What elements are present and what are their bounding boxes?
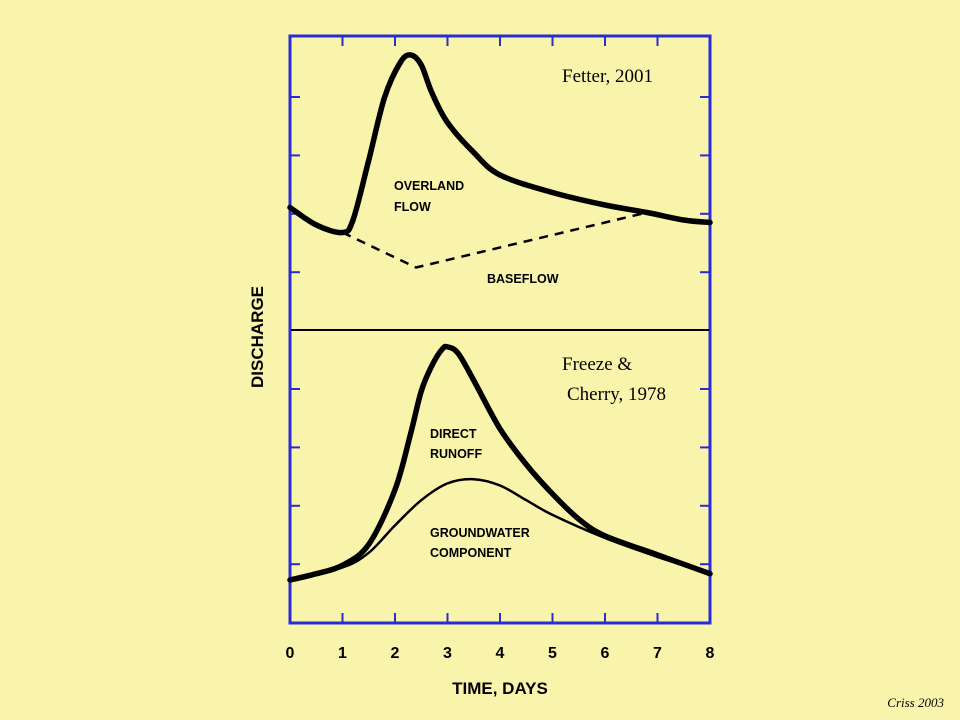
x-tick-label: 2 <box>391 645 400 662</box>
annotation-direct-runoff-1: DIRECT <box>430 427 477 441</box>
y-axis-title: DISCHARGE <box>248 286 267 388</box>
x-tick-label: 7 <box>653 645 662 662</box>
citation-freeze-line1: Freeze & <box>562 354 632 375</box>
x-tick-label: 6 <box>601 645 610 662</box>
x-tick-labels: 0 1 2 3 4 5 6 7 8 <box>286 645 715 662</box>
x-tick-label: 0 <box>286 645 295 662</box>
annotation-direct-runoff-2: RUNOFF <box>430 447 482 461</box>
citation-fetter: Fetter, 2001 <box>562 66 653 87</box>
series-line-panel1-thick <box>287 52 713 236</box>
x-tick-label: 3 <box>443 645 452 662</box>
citation-freeze-line2: Cherry, 1978 <box>567 384 666 405</box>
annotation-baseflow: BASEFLOW <box>487 272 559 286</box>
series-line-panel2-thin <box>288 477 712 582</box>
annotation-overland-flow-2: FLOW <box>394 200 431 214</box>
series-line-panel2-thick <box>287 343 713 583</box>
x-axis-title: TIME, DAYS <box>452 679 548 698</box>
x-tick-label: 5 <box>548 645 557 662</box>
annotation-overland-flow-1: OVERLAND <box>394 179 464 193</box>
x-tick-label: 8 <box>706 645 715 662</box>
curves <box>287 52 713 583</box>
x-tick-label: 1 <box>338 645 347 662</box>
annotation-groundwater-2: COMPONENT <box>430 546 512 560</box>
frame-ticks <box>290 36 710 623</box>
annotation-groundwater-1: GROUNDWATER <box>430 526 530 540</box>
series-line-panel1-dashed <box>341 211 648 269</box>
credit: Criss 2003 <box>887 695 944 710</box>
x-tick-label: 4 <box>496 645 505 662</box>
